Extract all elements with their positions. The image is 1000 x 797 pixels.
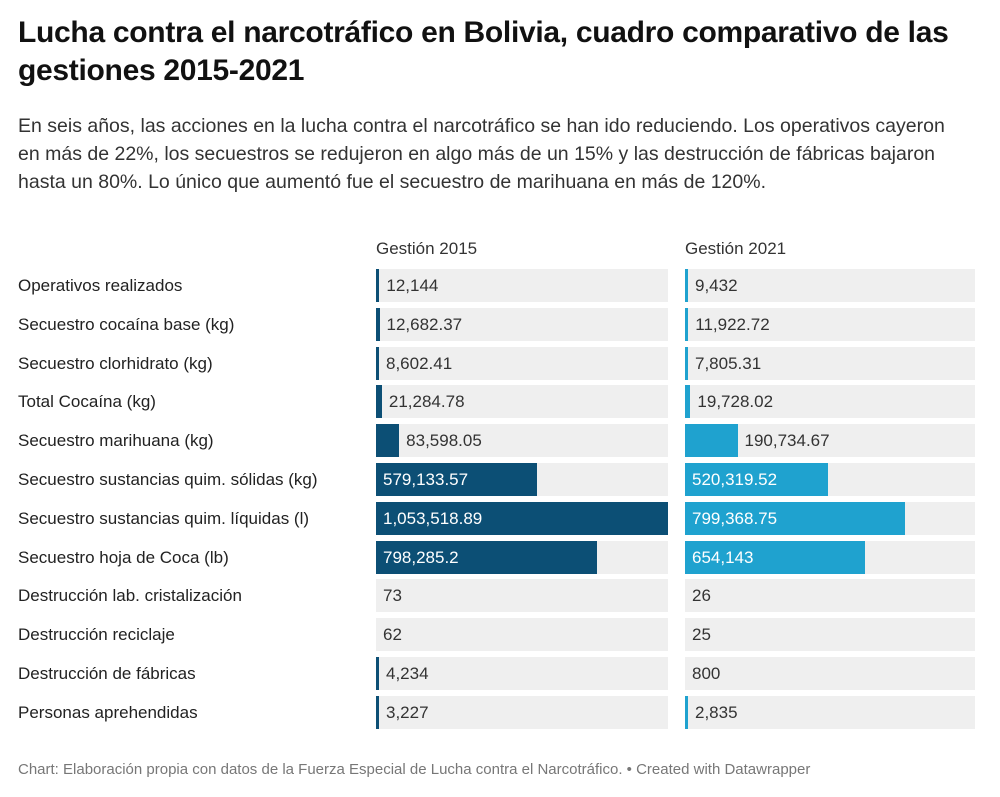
table-cell-2015: 798,285.2 — [376, 540, 668, 574]
bar — [685, 463, 829, 496]
table-cell-2021: 26 — [685, 579, 975, 613]
value-label: 12,144 — [386, 276, 439, 295]
table-cell-2015: 12,682.37 — [376, 307, 668, 341]
table-cell-2015: 3,227 — [376, 695, 668, 729]
table-cell-2021: 2,835 — [685, 695, 975, 729]
row-label: Secuestro sustancias quim. sólidas (kg) — [18, 470, 318, 489]
table-cell-2021: 190,734.67 — [685, 424, 975, 458]
value-label: 1,053,518.89 — [383, 508, 483, 528]
value-label: 25 — [692, 625, 711, 645]
table-cell-2015: 21,284.78 — [376, 385, 668, 419]
table-cell-2021: 800 — [685, 657, 975, 690]
row-label: Secuestro sustancias quim. líquidas (l) — [18, 508, 310, 528]
row-label: Destrucción de fábricas — [18, 664, 196, 683]
value-label: 9,432 — [695, 276, 738, 295]
value-label: 73 — [383, 586, 402, 606]
value-label: 579,133.57 — [383, 470, 469, 489]
bar — [376, 540, 598, 574]
chart-footer: Chart: Elaboración propia con datos de l… — [18, 761, 811, 778]
row-label: Operativos realizados — [18, 276, 183, 295]
value-label: 11,922.72 — [695, 314, 770, 334]
bar — [685, 501, 906, 535]
table-cell-2015: 62 — [376, 618, 668, 652]
table-cell-2021: 9,432 — [685, 269, 975, 302]
value-label: 8,602.41 — [386, 353, 453, 373]
bar — [376, 269, 380, 302]
bar — [685, 695, 688, 729]
bar — [685, 385, 691, 419]
bar — [685, 346, 688, 380]
table-cell-2021: 25 — [685, 618, 975, 652]
value-label: 26 — [692, 586, 711, 606]
table-cell-2015: 1,053,518.89 — [376, 501, 668, 535]
value-label: 799,368.75 — [692, 508, 778, 528]
value-label: 520,319.52 — [692, 470, 778, 489]
row-label: Secuestro clorhidrato (kg) — [18, 353, 213, 373]
row-label: Personas aprehendidas — [18, 702, 198, 722]
value-label: 83,598.05 — [406, 431, 482, 451]
value-label: 2,835 — [695, 702, 738, 722]
bar — [685, 269, 688, 302]
row-label: Destrucción reciclaje — [18, 625, 175, 645]
row-label: Total Cocaína (kg) — [18, 392, 156, 412]
bar — [685, 307, 689, 341]
chart-title: Lucha contra el narcotráfico en Bolivia,… — [18, 16, 949, 87]
table-cell-2021: 520,319.52 — [685, 463, 975, 496]
chart-description: En seis años, las acciones en la lucha c… — [18, 115, 945, 193]
row-label: Secuestro marihuana (kg) — [18, 431, 214, 451]
bar — [685, 540, 866, 574]
table-cell-2021: 11,922.72 — [685, 307, 975, 341]
value-label: 800 — [692, 664, 721, 683]
value-label: 190,734.67 — [744, 431, 830, 451]
column-header-2021: Gestión 2021 — [685, 239, 787, 258]
table-cell-2015: 83,598.05 — [376, 424, 668, 458]
bar — [376, 657, 379, 690]
value-label: 19,728.02 — [697, 392, 774, 412]
bar — [376, 501, 668, 535]
row-label: Secuestro hoja de Coca (lb) — [18, 547, 229, 567]
table-cell-2021: 654,143 — [685, 540, 975, 574]
value-label: 798,285.2 — [383, 547, 459, 567]
value-label: 4,234 — [386, 664, 429, 683]
bar — [376, 463, 537, 496]
value-label: 7,805.31 — [695, 353, 762, 373]
table-cell-2015: 4,234 — [376, 657, 668, 690]
row-label: Secuestro cocaína base (kg) — [18, 314, 235, 334]
value-label: 3,227 — [386, 702, 429, 722]
column-header-2015: Gestión 2015 — [376, 239, 478, 258]
table-cell-2021: 19,728.02 — [685, 385, 975, 419]
value-label: 12,682.37 — [386, 314, 463, 334]
bar — [376, 385, 382, 419]
value-label: 654,143 — [692, 547, 754, 567]
value-label: 21,284.78 — [388, 392, 465, 412]
bar — [376, 424, 400, 458]
table-cell-2015: 12,144 — [376, 269, 668, 302]
bar — [376, 695, 379, 729]
bar — [376, 346, 379, 380]
table-cell-2015: 579,133.57 — [376, 463, 668, 496]
table-cell-2021: 799,368.75 — [685, 501, 975, 535]
value-label: 62 — [383, 625, 402, 645]
row-label: Destrucción lab. cristalización — [18, 586, 242, 606]
table-cell-2021: 7,805.31 — [685, 346, 975, 380]
table-cell-2015: 73 — [376, 579, 668, 613]
table-cell-2015: 8,602.41 — [376, 346, 668, 380]
bar — [376, 307, 380, 341]
bar — [685, 424, 738, 458]
